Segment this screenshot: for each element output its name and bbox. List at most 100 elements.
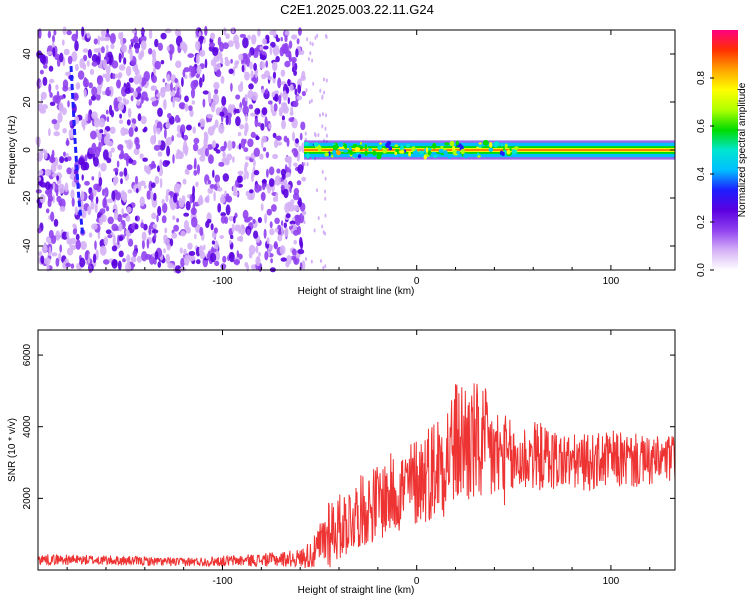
noise-blob — [164, 227, 168, 234]
noise-blob — [283, 188, 289, 199]
noise-blob — [71, 33, 78, 42]
signal-blob — [463, 153, 469, 159]
noise-blob — [293, 162, 298, 167]
noise-blob — [277, 234, 283, 242]
noise-blob — [242, 105, 249, 115]
noise-blob — [103, 135, 111, 146]
signal-blob — [377, 145, 383, 151]
noise-blob — [280, 69, 286, 77]
noise-blob — [46, 236, 51, 244]
noise-blob — [280, 257, 287, 262]
noise-blob — [35, 189, 42, 194]
noise-blob — [192, 185, 196, 196]
noise-blob — [116, 160, 120, 168]
noise-blob — [268, 178, 275, 187]
noise-blob — [93, 117, 100, 128]
noise-blob — [43, 257, 51, 265]
noise-blob — [96, 85, 102, 95]
noise-blob — [250, 131, 256, 138]
noise-blob — [156, 214, 159, 223]
noise-blob — [266, 208, 272, 216]
noise-blob — [105, 205, 110, 212]
noise-blob — [304, 210, 307, 215]
noise-blob — [324, 196, 327, 201]
noise-blob — [241, 64, 245, 73]
noise-blob — [231, 223, 235, 233]
noise-blob — [47, 30, 52, 39]
noise-blob — [211, 140, 217, 149]
snr-x-tick-label: 0 — [414, 576, 420, 587]
noise-blob — [165, 253, 171, 265]
noise-blob — [52, 182, 56, 190]
noise-blob — [265, 60, 269, 68]
noise-blob — [51, 173, 58, 178]
noise-blob — [243, 129, 248, 137]
noise-blob — [293, 239, 297, 245]
noise-blob — [88, 99, 93, 106]
noise-blob — [237, 84, 244, 92]
noise-blob — [114, 73, 118, 79]
noise-blob — [91, 86, 98, 97]
noise-blob — [203, 244, 206, 251]
noise-blob — [72, 228, 77, 235]
noise-blob — [227, 140, 233, 151]
noise-blob — [109, 33, 116, 44]
noise-blob — [194, 233, 197, 240]
noise-blob — [285, 86, 290, 94]
signal-blob — [460, 148, 465, 155]
noise-blob — [199, 226, 204, 236]
noise-blob — [117, 101, 125, 111]
noise-blob — [154, 175, 160, 185]
noise-blob — [102, 149, 109, 161]
noise-blob — [185, 200, 191, 211]
noise-blob — [214, 260, 220, 267]
noise-blob — [220, 212, 227, 217]
signal-blob — [408, 151, 411, 157]
noise-blob — [270, 258, 273, 264]
noise-blob — [55, 257, 60, 267]
noise-blob — [323, 77, 325, 82]
noise-blob — [317, 133, 320, 137]
signal-blob — [511, 150, 518, 155]
signal-blob — [500, 143, 503, 147]
noise-blob — [184, 145, 188, 157]
signal-blob — [364, 144, 368, 150]
noise-blob — [292, 100, 299, 108]
noise-blob — [91, 176, 95, 181]
noise-blob — [119, 113, 122, 119]
noise-blob — [49, 101, 56, 107]
noise-blob — [58, 252, 62, 262]
noise-blob — [240, 138, 246, 149]
noise-blob — [66, 247, 74, 256]
noise-blob — [78, 157, 85, 166]
noise-blob — [289, 220, 296, 225]
noise-blob — [74, 206, 78, 216]
noise-blob — [272, 61, 277, 71]
signal-blob — [482, 139, 489, 146]
noise-blob — [82, 48, 89, 53]
noise-blob — [66, 138, 69, 147]
noise-blob — [244, 161, 249, 168]
signal-blob — [427, 150, 432, 156]
noise-blob — [247, 195, 254, 201]
noise-blob — [277, 224, 282, 231]
noise-blob — [91, 53, 98, 63]
noise-blob — [143, 223, 148, 231]
noise-blob — [142, 157, 148, 162]
noise-blob — [56, 175, 59, 181]
noise-blob — [117, 260, 122, 271]
colorbar-tick-label: 0.6 — [696, 119, 707, 133]
noise-blob — [125, 82, 131, 91]
noise-blob — [68, 128, 75, 139]
noise-blob — [160, 87, 166, 98]
signal-blob — [447, 154, 452, 159]
noise-blob — [229, 239, 232, 245]
noise-blob — [274, 175, 281, 186]
signal-blob — [405, 144, 411, 148]
noise-blob — [271, 204, 277, 212]
noise-blob — [41, 244, 48, 254]
noise-blob — [207, 187, 214, 194]
noise-blob — [322, 265, 325, 270]
noise-blob — [127, 189, 133, 194]
noise-blob — [299, 132, 303, 141]
